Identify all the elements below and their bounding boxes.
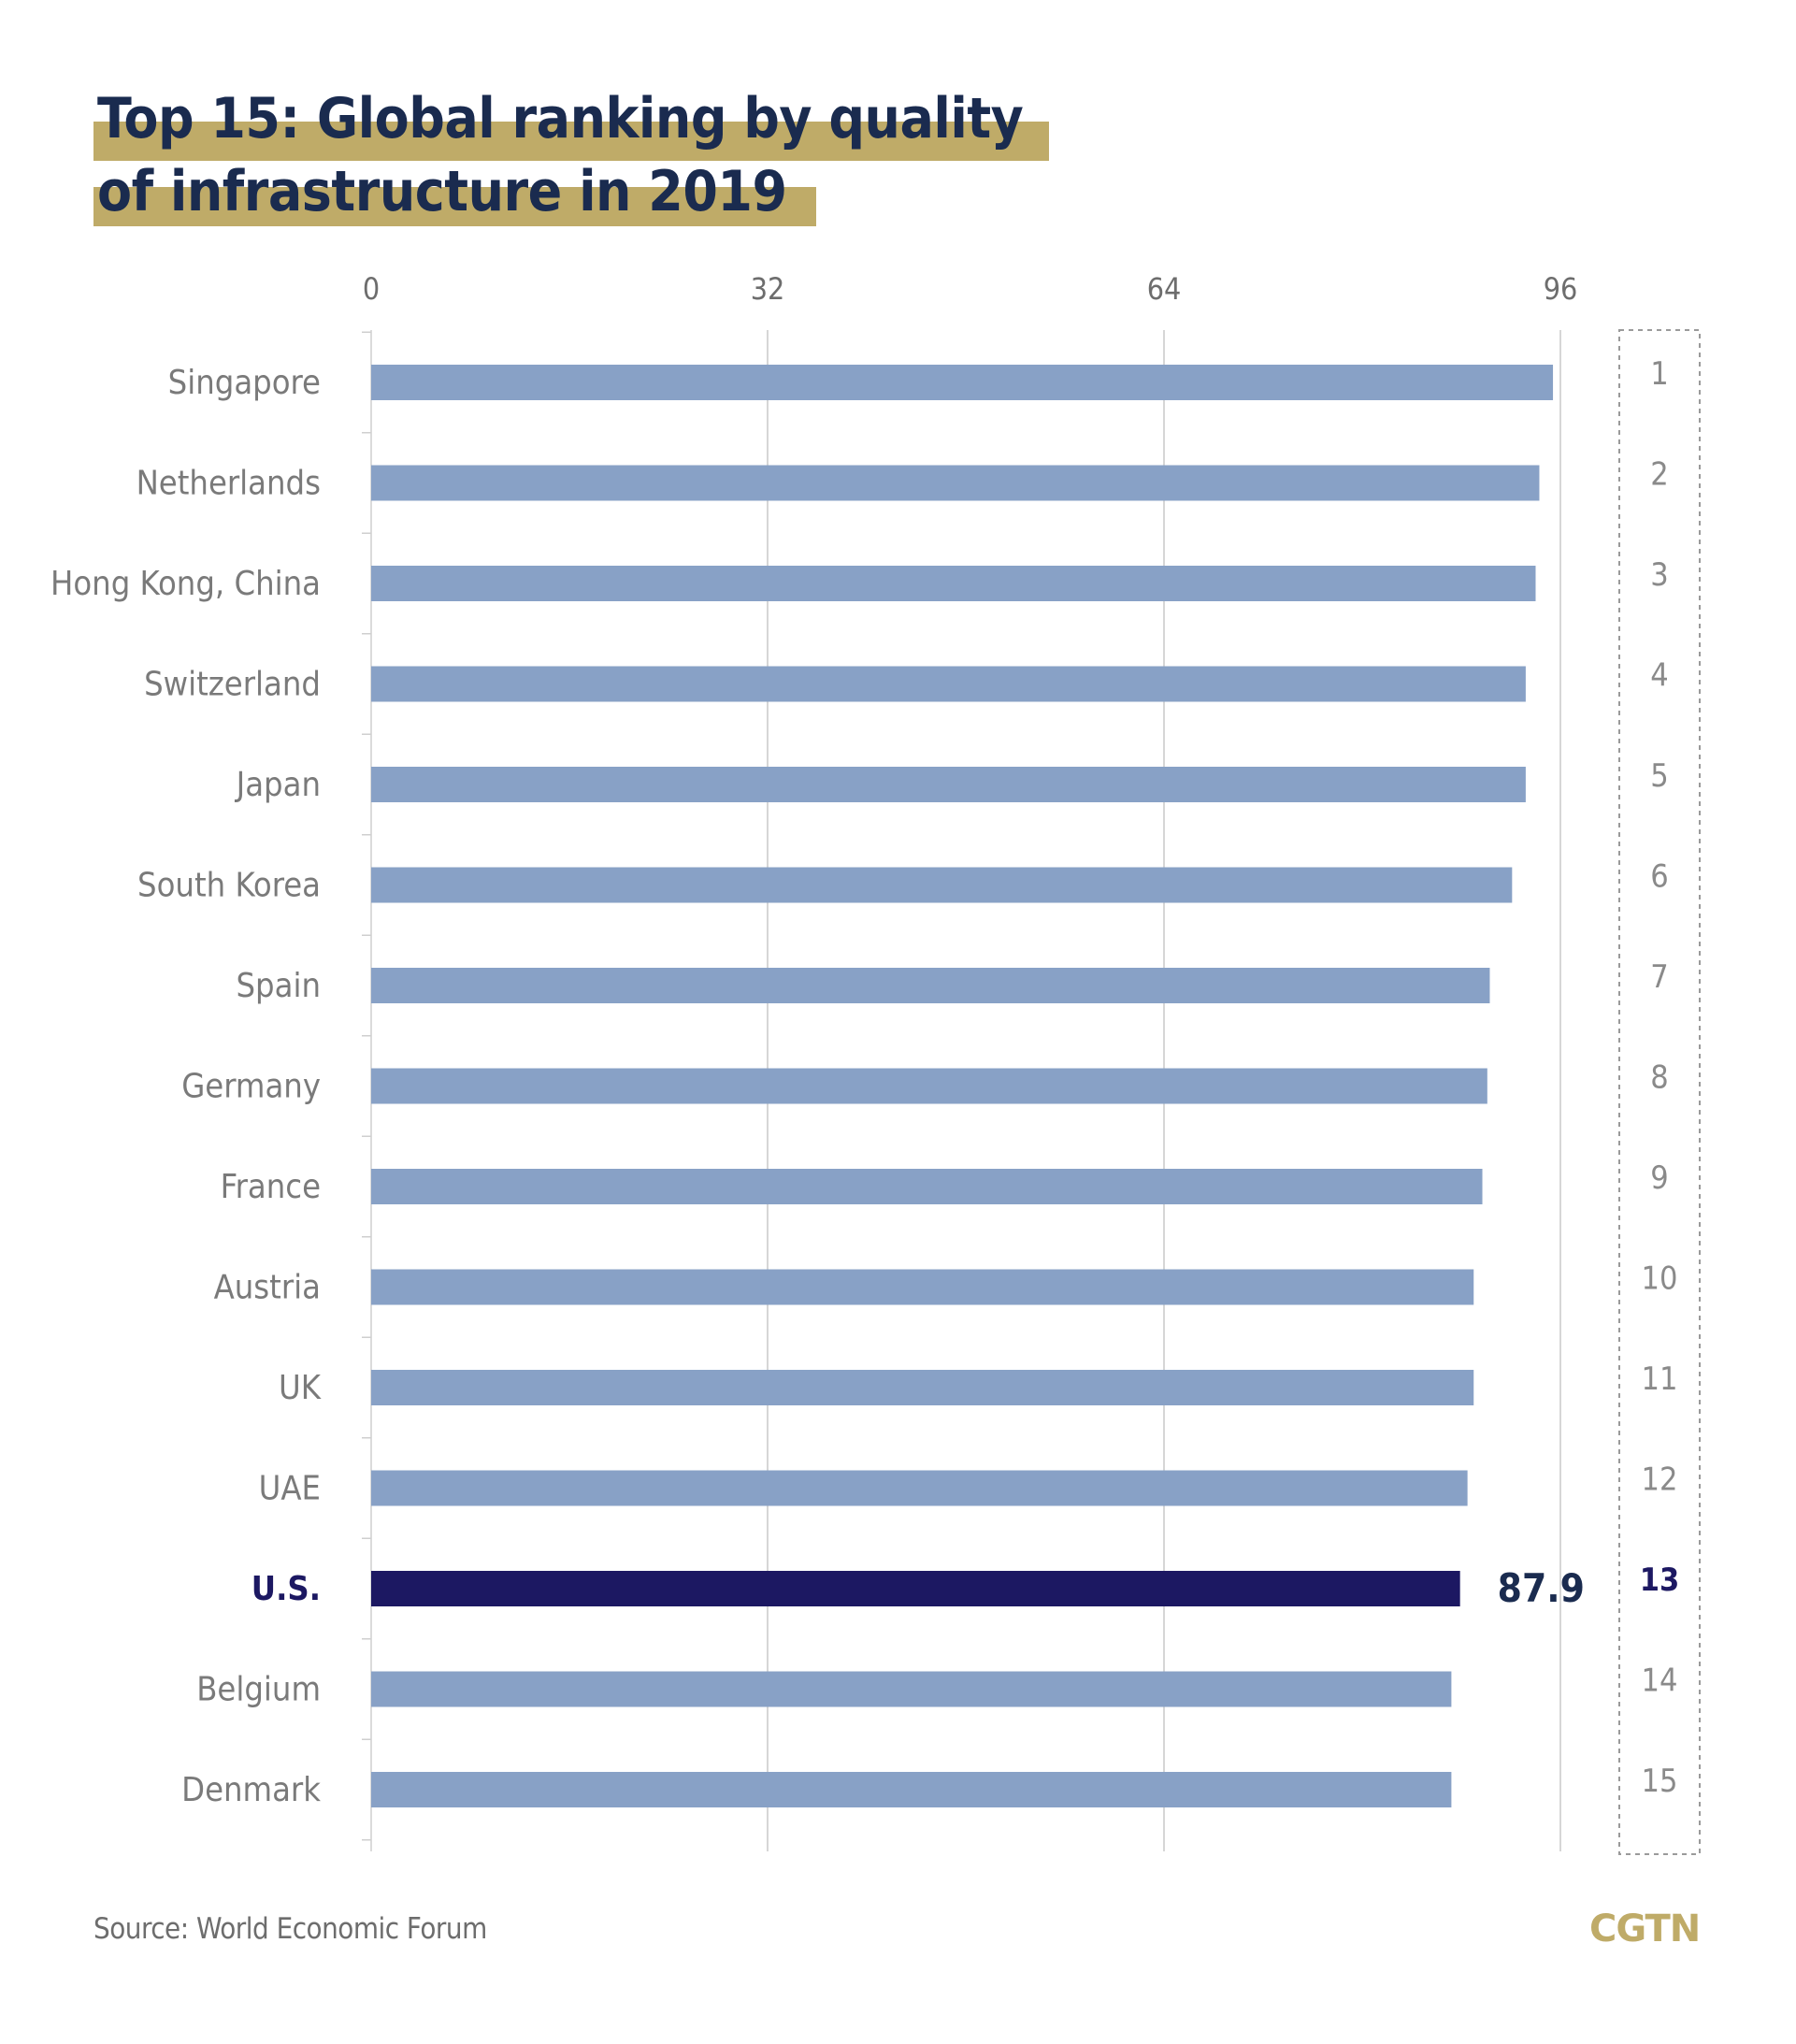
- bar: [371, 1370, 1474, 1405]
- rank-label: 12: [1642, 1461, 1678, 1499]
- bar: [371, 666, 1526, 702]
- rank-label: 1: [1650, 355, 1668, 393]
- bar: [371, 465, 1540, 501]
- rank-label: 13: [1640, 1562, 1680, 1599]
- rank-label: 9: [1650, 1159, 1668, 1197]
- category-label: UK: [279, 1369, 322, 1407]
- category-label: U.S.: [251, 1570, 321, 1608]
- category-label: Spain: [236, 967, 321, 1005]
- bar: [371, 767, 1526, 802]
- category-label: Switzerland: [144, 666, 321, 704]
- source-note: Source: World Economic Forum: [93, 1912, 487, 1946]
- title-block: Top 15: Global ranking by quality of inf…: [93, 84, 1122, 234]
- category-label: Belgium: [196, 1671, 321, 1709]
- rank-label: 10: [1642, 1260, 1678, 1298]
- rank-label: 5: [1650, 757, 1668, 795]
- category-label: South Korea: [137, 867, 321, 905]
- rank-label: 8: [1650, 1059, 1668, 1097]
- category-label: Hong Kong, China: [50, 565, 321, 603]
- bar: [371, 1470, 1468, 1506]
- rank-label: 15: [1642, 1763, 1678, 1800]
- rank-box: [1618, 329, 1701, 1855]
- category-label: Austria: [214, 1269, 321, 1307]
- x-tick-label: 32: [751, 271, 785, 307]
- title-line-2: of infrastructure in 2019: [97, 159, 787, 224]
- bar: [371, 867, 1513, 903]
- bar: [371, 1068, 1487, 1104]
- bar: [371, 1571, 1460, 1606]
- bar: [371, 365, 1554, 400]
- bar: [371, 1269, 1474, 1305]
- bar: [371, 1772, 1452, 1807]
- category-label: UAE: [259, 1470, 321, 1508]
- bar: [371, 1169, 1483, 1204]
- rank-label: 14: [1642, 1663, 1678, 1700]
- bar: [371, 968, 1490, 1003]
- data-label: 87.9: [1498, 1565, 1585, 1611]
- category-label: Denmark: [181, 1771, 321, 1809]
- category-label: Germany: [181, 1068, 321, 1106]
- rank-label: 3: [1650, 556, 1668, 594]
- bar: [371, 566, 1536, 601]
- rank-label: 7: [1650, 958, 1668, 996]
- title-highlight-1: [93, 122, 1049, 161]
- x-tick-label: 96: [1544, 271, 1578, 307]
- rank-label: 6: [1650, 858, 1668, 896]
- x-tick-label: 64: [1147, 271, 1182, 307]
- category-label: Netherlands: [136, 465, 321, 503]
- rank-label: 2: [1650, 456, 1668, 494]
- title-highlight-2: [93, 187, 816, 226]
- category-label: Singapore: [168, 364, 321, 402]
- category-label: France: [221, 1168, 321, 1206]
- rank-label: 4: [1650, 657, 1668, 695]
- rank-label: 11: [1642, 1360, 1678, 1398]
- bar: [371, 1671, 1452, 1707]
- title-line-1: Top 15: Global ranking by quality: [97, 86, 1024, 151]
- cgtn-logo: CGTN: [1589, 1907, 1701, 1950]
- x-tick-label: 0: [363, 271, 380, 307]
- category-label: Japan: [235, 766, 321, 804]
